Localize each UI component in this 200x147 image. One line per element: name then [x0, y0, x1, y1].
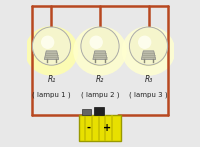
- Polygon shape: [44, 51, 59, 60]
- Ellipse shape: [129, 28, 168, 66]
- Circle shape: [81, 27, 119, 65]
- Text: R₁: R₁: [47, 75, 56, 84]
- Text: ( lampu 3 ): ( lampu 3 ): [129, 91, 168, 98]
- Text: R₃: R₃: [144, 75, 153, 84]
- Text: -: -: [86, 123, 90, 133]
- Circle shape: [138, 36, 151, 49]
- Ellipse shape: [81, 28, 119, 66]
- Ellipse shape: [122, 26, 175, 76]
- Text: R₂: R₂: [96, 75, 104, 84]
- Polygon shape: [141, 51, 156, 60]
- Circle shape: [89, 36, 103, 49]
- FancyBboxPatch shape: [79, 115, 121, 141]
- Circle shape: [32, 27, 71, 65]
- Ellipse shape: [32, 28, 71, 66]
- FancyBboxPatch shape: [82, 109, 91, 115]
- Polygon shape: [93, 51, 107, 60]
- Text: ( lampu 1 ): ( lampu 1 ): [32, 91, 71, 98]
- Circle shape: [41, 36, 54, 49]
- Ellipse shape: [73, 26, 127, 76]
- Ellipse shape: [25, 26, 78, 76]
- Text: +: +: [103, 123, 111, 133]
- Text: ( lampu 2 ): ( lampu 2 ): [81, 91, 119, 98]
- FancyBboxPatch shape: [94, 107, 104, 115]
- Circle shape: [129, 27, 168, 65]
